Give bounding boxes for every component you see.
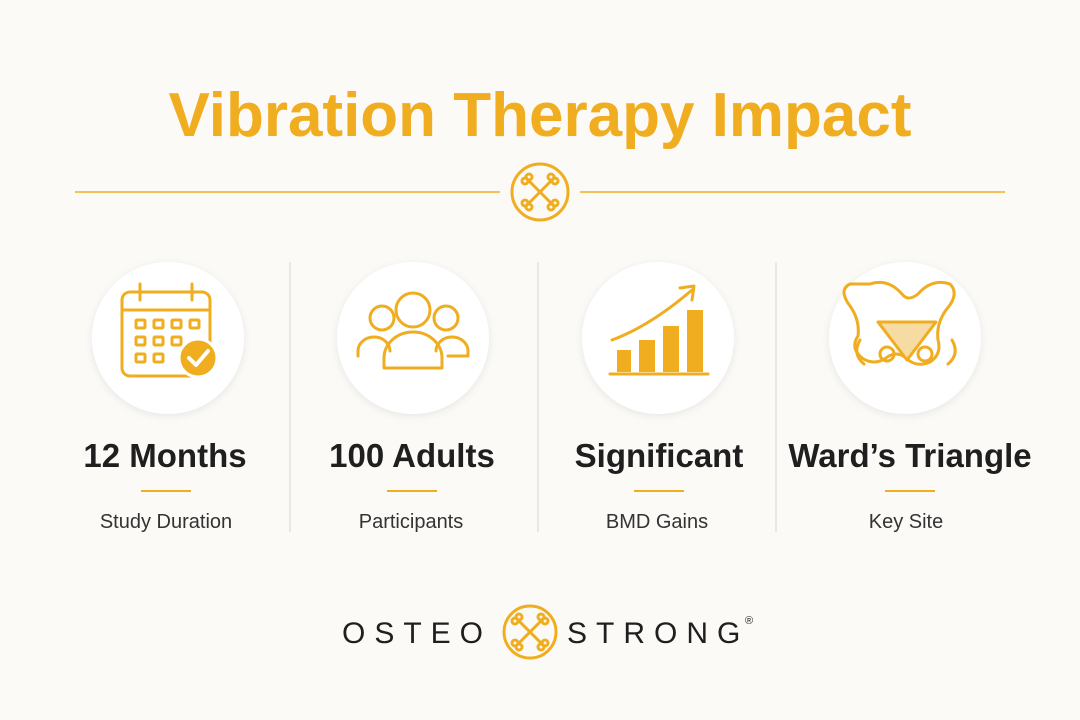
pelvis-icon (842, 280, 957, 366)
calendar-icon-part-part (152, 335, 165, 347)
stat-2: 100 Adults Participants (329, 437, 495, 533)
stat-value: Significant (575, 437, 744, 474)
icon-circles-part (92, 262, 244, 414)
stat-4: Ward’s Triangle Key Site (788, 437, 1031, 533)
calendar-icon-part (177, 337, 219, 379)
growth-chart-icon-part (663, 326, 679, 372)
calendar-icon-part-part (170, 335, 183, 347)
divider-part (520, 172, 560, 212)
brand: OSTEO STRONG ® (342, 604, 753, 660)
growth-chart-icon-part (617, 350, 631, 372)
stat-label: BMD Gains (606, 511, 708, 533)
people-icon (356, 291, 470, 370)
growth-chart-icon-part (610, 288, 694, 342)
growth-chart-icon-part (678, 284, 696, 302)
calendar-icon-part-part (152, 352, 165, 364)
calendar-icon-part-part (134, 335, 147, 347)
stat-label: Study Duration (100, 511, 232, 533)
stat-3: Significant BMD Gains (575, 437, 744, 533)
pelvis-icon-part (878, 345, 896, 363)
calendar-icon-part (120, 290, 212, 378)
pelvis-icon-part (842, 280, 956, 366)
calendar-icon-part (187, 349, 210, 367)
brand-mark: ® (745, 615, 753, 627)
pelvis-icon-part (876, 320, 938, 362)
icon-circles-part (337, 262, 489, 414)
calendar-icon-part-part (134, 352, 147, 364)
people-icon-part (394, 291, 432, 329)
people-icon-part (382, 330, 444, 370)
column-separators (289, 262, 777, 532)
calendar-icon-part-part (134, 318, 147, 330)
pelvis-icon-part (916, 345, 934, 363)
stat-1: 12 Months Study Duration (83, 437, 246, 533)
icon-circles-part (582, 262, 734, 414)
growth-chart-icon-part (639, 340, 655, 372)
calendar-icon-part-part (170, 318, 183, 330)
title: Vibration Therapy Impact (168, 81, 911, 150)
calendar-icon-part-part (152, 318, 165, 330)
calendar-icon (120, 282, 219, 379)
icon-circles (92, 262, 981, 414)
brand-logo-bones (510, 612, 550, 652)
brand-left: OSTEO (342, 617, 492, 650)
stat-value: 100 Adults (329, 437, 495, 474)
stat-label: Key Site (869, 511, 943, 533)
growth-chart-icon (608, 284, 710, 376)
divider-part (510, 162, 570, 222)
people-icon-part (368, 304, 396, 332)
people-icon-part (432, 304, 460, 332)
stat-value: Ward’s Triangle (788, 437, 1031, 474)
calendar-icon-part-part (188, 318, 201, 330)
pelvis-icon-part (855, 338, 957, 366)
calendar-icon-part (134, 318, 201, 364)
brand-logo (502, 604, 558, 660)
growth-chart-icon-part (687, 310, 703, 372)
stat-label: Participants (359, 511, 464, 533)
divider (75, 162, 1005, 222)
stat-value: 12 Months (83, 437, 246, 474)
brand-right: STRONG (567, 617, 749, 650)
